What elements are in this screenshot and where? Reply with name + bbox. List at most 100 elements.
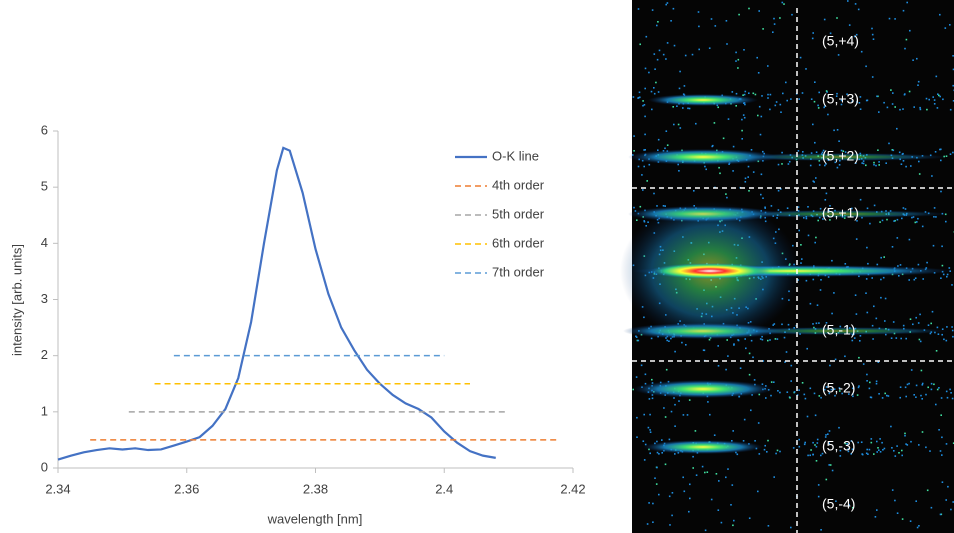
detector-pixel [769, 339, 771, 341]
detector-pixel [817, 495, 820, 498]
x-tick-label: 2.34 [45, 481, 70, 496]
detector-pixel [689, 497, 691, 500]
detector-pixel [919, 106, 921, 109]
detector-pixel [748, 373, 751, 376]
detector-pixel [649, 431, 652, 433]
detector-pixel [944, 27, 947, 29]
detector-pixel [920, 369, 923, 372]
detector-pixel [725, 368, 727, 371]
detector-pixel [732, 524, 734, 527]
detector-pixel [779, 17, 781, 19]
detector-pixel [672, 106, 674, 108]
detector-pixel [785, 351, 788, 353]
detector-pixel [861, 162, 863, 164]
x-axis-label: wavelength [nm] [267, 511, 363, 526]
detector-pixel [856, 101, 858, 103]
x-tick-label: 2.36 [174, 481, 199, 496]
y-tick-label: 4 [41, 235, 48, 250]
detector-pixel [857, 386, 860, 389]
detector-pixel [650, 337, 653, 340]
detector-pixel [840, 149, 843, 152]
detector-pixel [741, 138, 743, 140]
detector-pixel [899, 108, 901, 111]
detector-pixel [839, 455, 842, 457]
detector-pixel [692, 455, 694, 458]
detector-pixel [916, 221, 918, 223]
detector-pixel [828, 464, 830, 466]
detector-pixel [731, 484, 734, 486]
detector-pixel [942, 98, 944, 101]
order-label: (5,+1) [822, 205, 859, 221]
detector-pixel [777, 189, 780, 192]
detector-pixel [636, 436, 638, 438]
detector-pixel [921, 398, 923, 400]
detector-pixel [899, 396, 901, 399]
detector-pixel [748, 517, 751, 519]
order-label: (5,-2) [822, 380, 855, 396]
detector-pixel [662, 53, 665, 56]
detector-pixel [877, 361, 880, 363]
detector-pixel [855, 313, 858, 315]
detector-pixel [689, 483, 691, 486]
detector-pixel [945, 499, 947, 501]
detector-image: (5,+4) (5,+3) (5,+2) (5,+1) (5,-1) (5,-2) (5,-… [620, 0, 954, 533]
detector-pixel [682, 107, 684, 109]
detector-pixel [762, 150, 764, 153]
detector-pixel [800, 244, 802, 246]
detector-pixel [726, 43, 728, 45]
detector-pixel [762, 360, 765, 362]
detector-pixel [693, 190, 695, 192]
detector-pixel [873, 453, 875, 455]
detector-pixel [871, 33, 874, 36]
detector-pixel [952, 151, 954, 154]
detector-pixel [678, 400, 680, 402]
detector-pixel [873, 204, 876, 207]
detector-pixel [833, 292, 835, 294]
detector-pixel [762, 197, 764, 199]
detector-pixel [835, 95, 838, 97]
detector-pixel [790, 526, 792, 529]
detector-pixel [952, 335, 954, 338]
detector-pixel [919, 340, 922, 343]
detector-pixel [767, 65, 769, 67]
detector-pixel [877, 447, 879, 449]
detector-pixel [674, 403, 676, 406]
detector-pixel [757, 114, 759, 117]
detector-pixel [905, 165, 907, 168]
detector-pixel [717, 106, 719, 109]
detector-pixel [915, 396, 917, 398]
series-line [57, 146, 496, 461]
detector-pixel [687, 107, 689, 110]
detector-pixel [880, 256, 882, 259]
detector-pixel [940, 414, 942, 416]
detector-pixel [878, 164, 880, 166]
detector-pixel [777, 390, 779, 392]
detector-pixel [840, 99, 843, 102]
detector-pixel [704, 471, 706, 474]
detector-pixel [938, 94, 940, 97]
detector-pixel [639, 205, 642, 208]
detector-pixel [773, 381, 775, 383]
detector-pixel [925, 393, 927, 396]
detector-pixel [776, 449, 779, 452]
legend-label: O-K line [492, 148, 539, 163]
detector-pixel [838, 387, 841, 389]
detector-pixel [735, 92, 738, 95]
detector-pixel [878, 393, 880, 395]
detector-pixel [909, 318, 912, 320]
detector-pixel [775, 452, 777, 455]
detector-pixel [857, 8, 860, 11]
detector-pixel [656, 24, 658, 27]
detector-pixel [814, 141, 816, 144]
detector-pixel [636, 219, 638, 221]
detector-pixel [916, 57, 918, 60]
detector-pixel [681, 341, 683, 344]
x-tick-label: 2.42 [560, 481, 585, 496]
detector-pixel [710, 18, 713, 20]
detector-pixel [860, 441, 863, 443]
detector-pixel [820, 396, 822, 399]
detector-pixel [939, 513, 942, 516]
detector-pixel [665, 130, 668, 132]
detector-pixel [664, 147, 666, 150]
detector-pixel [752, 92, 755, 95]
